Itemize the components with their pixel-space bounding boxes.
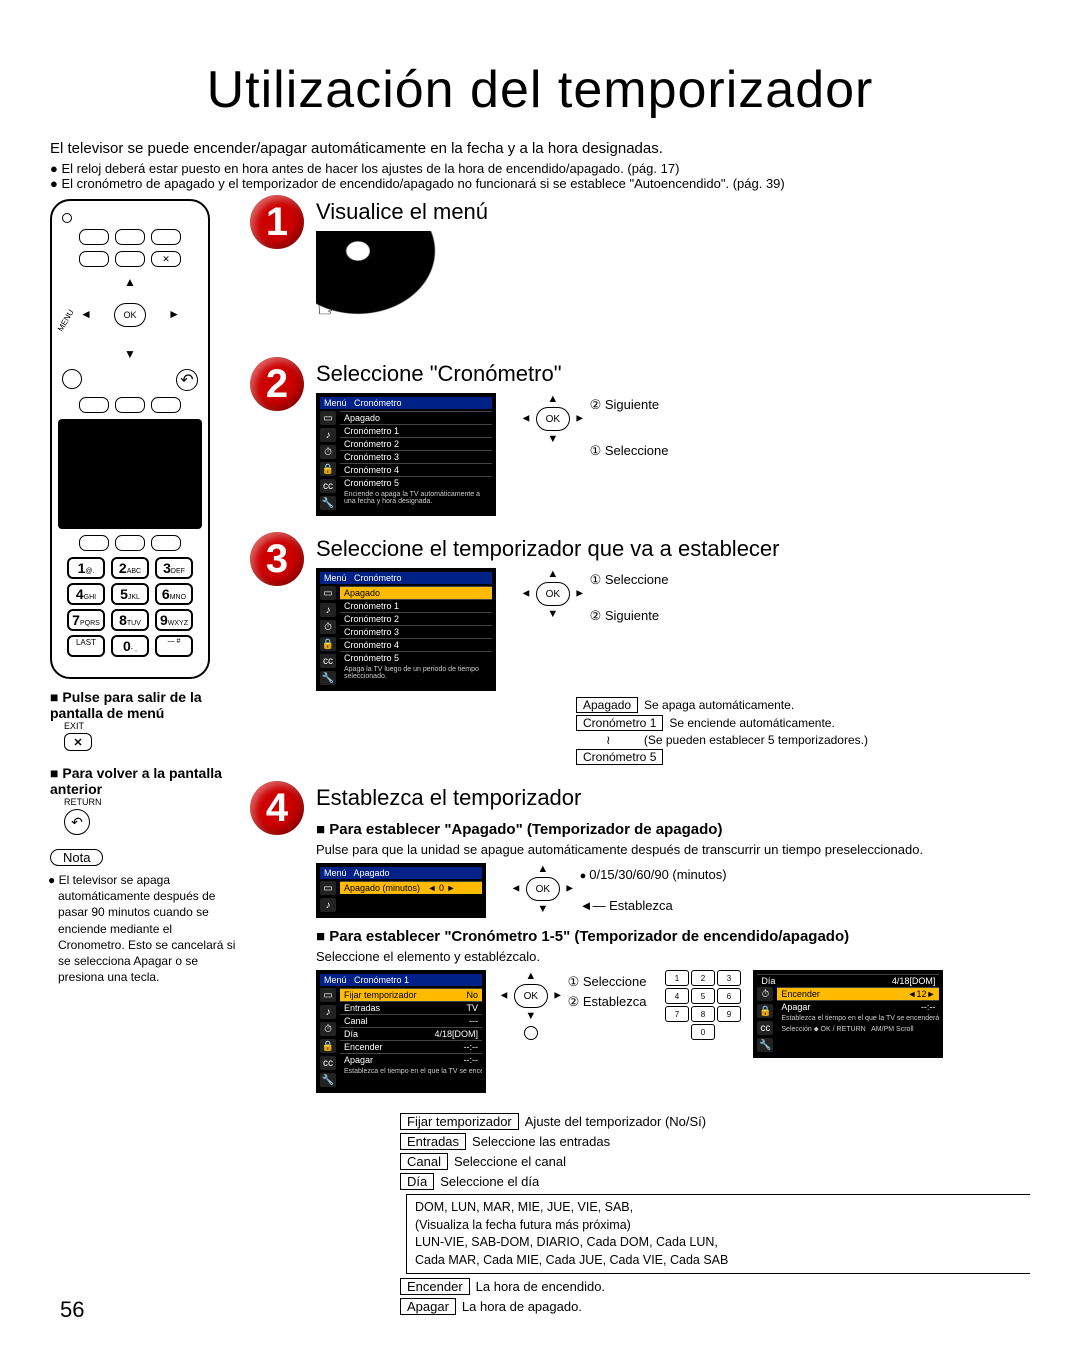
return-heading: Para volver a la pantalla anterior <box>50 765 240 797</box>
remote-illustration: ✕ MENU ▲ ◄ ► ▼ OK ↶ 1@.2ABC3DEF 4GHI5JKL… <box>50 199 210 679</box>
key-6[interactable]: 6MNO <box>155 583 193 605</box>
def-entradas-box: Entradas <box>400 1133 466 1150</box>
step-4-sub2: Para establecer "Cronómetro 1-5" (Tempor… <box>316 928 1030 945</box>
step-4: 4 Establezca el temporizador Para establ… <box>250 785 1030 1093</box>
step4-apagado-box: Menú Apagado ▭♪ Apagado (minutos) ◄ 0 ► <box>316 863 486 918</box>
key-hash[interactable]: — # <box>155 635 193 657</box>
step-2-menu-box: Menú Cronómetro ▭♪⏱🔒cc🔧 Apagado Cronómet… <box>316 393 496 516</box>
key-7[interactable]: 7PQRS <box>67 609 105 631</box>
step-3-anno-select: Seleccione <box>590 572 669 588</box>
page-title: Utilización del temporizador <box>50 60 1030 120</box>
step-4-title: Establezca el temporizador <box>316 785 1030 811</box>
left-notes: Pulse para salir de la pantalla de menú … <box>50 689 240 985</box>
step-3-menu-box: Menú Cronómetro ▭♪⏱🔒cc🔧 Apagado Cronómet… <box>316 568 496 691</box>
def-apagar-box: Apagar <box>400 1298 456 1315</box>
step-1-title: Visualice el menú <box>316 199 1030 225</box>
page-number: 56 <box>60 1297 84 1323</box>
def-encender-box: Encender <box>400 1278 470 1295</box>
remote-dpad[interactable]: ▲ ◄ ► ▼ OK <box>70 273 190 363</box>
key-4[interactable]: 4GHI <box>67 583 105 605</box>
def-dia-box: Día <box>400 1173 434 1190</box>
exit-icon: ✕ <box>64 733 92 751</box>
exit-button[interactable]: ✕ <box>151 251 181 267</box>
key-9[interactable]: 9WXYZ <box>155 609 193 631</box>
intro-bullet-2: El cronómetro de apagado y el temporizad… <box>50 176 1030 191</box>
key-5[interactable]: 5JKL <box>111 583 149 605</box>
step-3: 3 Seleccione el temporizador que va a es… <box>250 536 1030 765</box>
crono1-text2: (Se pueden establecer 5 temporizadores.) <box>644 733 868 747</box>
step-2-ok-dpad: ▲ ◄ OK ► ▼ <box>520 393 585 445</box>
step4-anno-set: Establezca <box>568 994 647 1010</box>
exit-small-label: EXIT <box>64 721 240 731</box>
step-4-sub1-desc: Pulse para que la unidad se apague autom… <box>316 842 1030 857</box>
step-2: 2 Seleccione "Cronómetro" Menú Cronómetr… <box>250 361 1030 516</box>
step-1-badge: 1 <box>250 195 304 249</box>
step4-crono-box-1: Menú Cronómetro 1 ▭♪⏱🔒cc🔧 Fijar temporiz… <box>316 970 486 1093</box>
step-3-anno-next: Siguiente <box>590 608 669 624</box>
def-fijar-box: Fijar temporizador <box>400 1113 519 1130</box>
step4-apagado-dpad: ▲ ◄ OK ► ▼ <box>510 863 575 915</box>
key-8[interactable]: 8TUV <box>111 609 149 631</box>
apagado-box: Apagado <box>576 697 638 713</box>
intro-text: El televisor se puede encender/apagar au… <box>50 140 1030 157</box>
key-0[interactable]: 0- , <box>111 635 149 657</box>
step-2-anno-select: Seleccione <box>590 443 669 459</box>
step-2-anno-next: Siguiente <box>590 397 669 413</box>
def-encender-text: La hora de encendido. <box>476 1279 605 1294</box>
apagado-text: Se apaga automáticamente. <box>644 698 794 712</box>
def-dia-bracket: DOM, LUN, MAR, MIE, JUE, VIE, SAB, (Visu… <box>406 1194 1030 1274</box>
hand-icon: ☞ <box>316 291 341 324</box>
def-apagar-text: La hora de apagado. <box>462 1299 582 1314</box>
step-4-badge: 4 <box>250 781 304 835</box>
establezca-label: ◄— Establezca <box>580 898 727 913</box>
step-3-badge: 3 <box>250 532 304 586</box>
ok-button[interactable]: OK <box>114 303 146 327</box>
def-entradas-text: Seleccione las entradas <box>472 1134 610 1149</box>
crono5-box: Cronómetro 5 <box>576 749 663 765</box>
step-2-badge: 2 <box>250 357 304 411</box>
nota-text: El televisor se apaga automáticamente de… <box>58 872 240 985</box>
key-2[interactable]: 2ABC <box>111 557 149 579</box>
bottom-definitions: Fijar temporizador Ajuste del temporizado… <box>400 1113 1030 1315</box>
key-3[interactable]: 3DEF <box>155 557 193 579</box>
step4-anno-select: Seleccione <box>568 974 647 990</box>
return-small-label: RETURN <box>64 797 240 807</box>
crono1-box: Cronómetro 1 <box>576 715 663 731</box>
nota-pill: Nota <box>50 849 103 866</box>
def-fijar-text: Ajuste del temporizador (No/Sí) <box>525 1114 706 1129</box>
step-4-sub2-desc: Seleccione el elemento y establézcalo. <box>316 949 1030 964</box>
def-canal-box: Canal <box>400 1153 448 1170</box>
crono1-text: Se enciende automáticamente. <box>669 716 834 730</box>
def-dia-text: Seleccione el día <box>440 1174 539 1189</box>
mini-keypad: 123 456 789 0 <box>665 970 741 1042</box>
key-1[interactable]: 1@. <box>67 557 105 579</box>
intro-bullet-1: El reloj deberá estar puesto en hora ant… <box>50 161 1030 176</box>
step-3-ok-dpad: ▲ ◄ OK ► ▼ <box>520 568 585 620</box>
step-3-title: Seleccione el temporizador que va a esta… <box>316 536 1030 562</box>
step-1: 1 Visualice el menú ☞ <box>250 199 1030 341</box>
def-canal-text: Seleccione el canal <box>454 1154 566 1169</box>
step-2-title: Seleccione "Cronómetro" <box>316 361 1030 387</box>
return-button[interactable]: ↶ <box>176 369 198 391</box>
step4-crono-box-2: Día 4/18[DOM] ⏱🔒cc🔧 Encender ◄12► Apagar… <box>753 970 943 1058</box>
step4-crono-dpad: ▲ ◄ OK ► ▼ <box>498 970 563 1044</box>
return-icon: ↶ <box>64 809 90 835</box>
exit-heading: Pulse para salir de la pantalla de menú <box>50 689 240 721</box>
key-last[interactable]: LAST <box>67 635 105 657</box>
step-4-sub1: Para establecer "Apagado" (Temporizador … <box>316 821 1030 838</box>
minutes-options: 0/15/30/60/90 (minutos) <box>580 867 727 882</box>
